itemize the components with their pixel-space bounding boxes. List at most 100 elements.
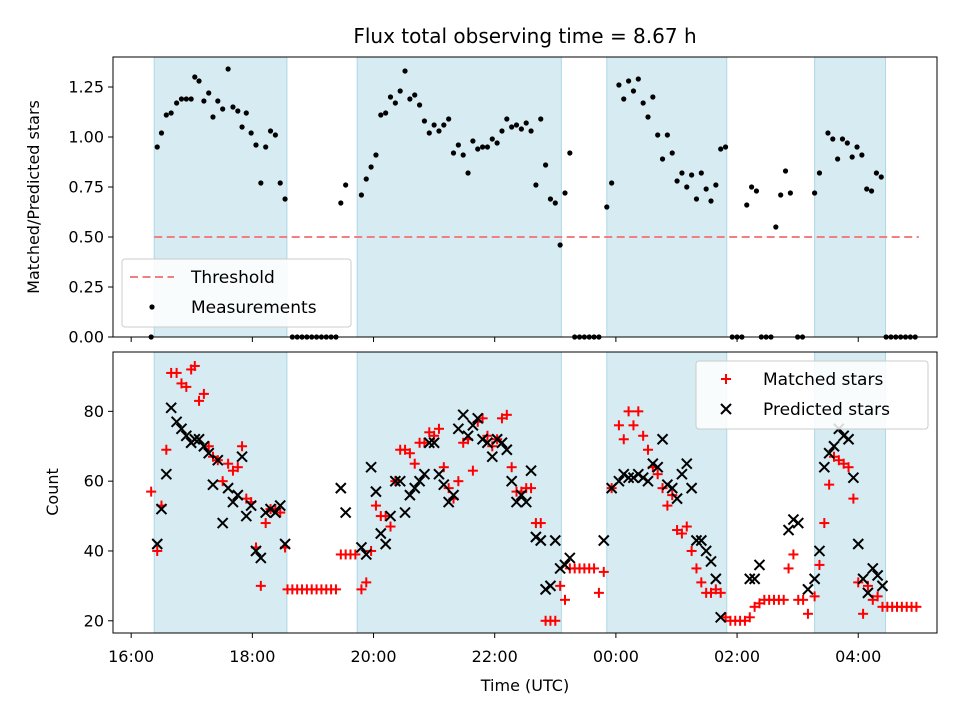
measurement-point — [693, 196, 700, 202]
measurement-point — [557, 242, 563, 248]
predicted-star-point — [472, 412, 484, 425]
measurement-point — [547, 196, 554, 202]
predicted-star-point — [245, 499, 257, 512]
predicted-star-stroke — [813, 545, 826, 557]
predicted-star-point — [428, 437, 440, 449]
predicted-star-point — [227, 496, 239, 508]
measurement-point — [635, 76, 641, 82]
chart-title: Flux total observing time = 8.67 h — [353, 24, 696, 48]
predicted-star-stroke — [274, 499, 286, 512]
matched-star-point — [802, 608, 813, 619]
measurement-point — [655, 132, 661, 138]
measurement-point — [645, 114, 651, 120]
predicted-star-point — [250, 545, 262, 557]
predicted-star-stroke — [515, 489, 528, 501]
predicted-star-stroke — [394, 475, 406, 487]
measurement-point — [277, 180, 283, 186]
measurement-point — [854, 144, 860, 150]
predicted-star-stroke — [690, 534, 703, 547]
x-tick-label: 04:00 — [835, 647, 881, 666]
predicted-star-point — [559, 559, 571, 571]
predicted-star-stroke — [428, 437, 440, 449]
predicted-star-point — [180, 430, 193, 442]
measurement-point — [378, 112, 384, 118]
measurement-point — [538, 116, 544, 122]
measurement-point — [154, 144, 160, 150]
matched-star-point — [872, 591, 883, 602]
predicted-star-point — [404, 489, 416, 501]
predicted-star-point — [656, 433, 669, 445]
matched-star-point — [798, 594, 809, 605]
measurement-point — [849, 154, 855, 160]
measurement-point — [235, 108, 241, 114]
predicted-star-point — [496, 437, 508, 449]
predicted-star-point — [216, 517, 229, 529]
measurement-point — [225, 66, 231, 72]
matched-star-point — [618, 434, 629, 445]
predicted-star-point — [389, 475, 402, 487]
predicted-star-stroke — [714, 611, 727, 623]
x-tick-label: 18:00 — [229, 647, 275, 666]
measurement-point — [168, 110, 174, 116]
y-tick-label: 60 — [84, 472, 104, 491]
measurement-point — [816, 170, 823, 176]
predicted-stars-series — [151, 402, 889, 623]
predicted-star-stroke — [613, 475, 625, 487]
predicted-star-stroke — [442, 496, 455, 508]
measurement-point — [640, 100, 646, 106]
predicted-star-point — [418, 468, 431, 480]
measurement-point — [338, 200, 344, 206]
measurement-point — [206, 90, 212, 96]
measurement-point — [698, 170, 704, 176]
predicted-star-point — [782, 524, 795, 536]
measurement-point — [518, 126, 524, 132]
predicted-star-point — [544, 580, 557, 592]
predicted-star-point — [501, 444, 513, 456]
predicted-star-point — [236, 451, 248, 463]
measurement-point — [163, 112, 169, 118]
measurement-point — [192, 74, 198, 80]
predicted-star-point — [876, 580, 889, 592]
predicted-star-point — [240, 510, 253, 522]
measurement-point — [787, 190, 793, 196]
measurement-point — [499, 128, 505, 134]
predicted-star-stroke — [564, 552, 576, 564]
matched-star-point — [848, 493, 859, 504]
matched-star-point — [161, 444, 172, 455]
measurement-point — [664, 132, 670, 138]
predicted-star-point — [375, 527, 387, 540]
legend-measurements-swatch — [149, 304, 155, 310]
measurement-point — [626, 78, 632, 84]
measurement-point — [484, 144, 491, 150]
predicted-star-stroke — [559, 559, 571, 571]
matched-star-point — [691, 563, 702, 574]
measurement-point — [263, 144, 269, 150]
predicted-star-point — [222, 482, 234, 494]
predicted-star-stroke — [748, 573, 761, 585]
matched-star-point — [419, 437, 430, 448]
predicted-star-stroke — [447, 489, 460, 501]
matched-star-point — [633, 406, 644, 417]
measurement-point — [402, 68, 408, 74]
predicted-star-point — [486, 451, 498, 463]
predicted-star-stroke — [269, 506, 282, 519]
predicted-star-stroke — [642, 475, 654, 487]
predicted-star-point — [409, 482, 421, 494]
measurement-point — [744, 202, 750, 208]
measurement-point — [749, 184, 755, 190]
y-tick-label: 80 — [84, 402, 104, 421]
predicted-star-stroke — [598, 534, 610, 547]
predicted-star-point — [379, 538, 392, 550]
measurement-point — [567, 150, 573, 156]
predicted-star-stroke — [279, 538, 291, 550]
predicted-star-stroke — [823, 447, 835, 459]
measurement-point — [436, 128, 442, 134]
predicted-star-point — [462, 430, 474, 442]
matched-star-point — [535, 518, 546, 529]
measurement-point — [868, 188, 875, 194]
matched-star-point — [526, 483, 537, 494]
x-tick-label: 22:00 — [472, 647, 518, 666]
matched-star-point — [189, 360, 200, 371]
matched-star-point — [550, 615, 561, 626]
predicted-star-point — [175, 423, 188, 435]
